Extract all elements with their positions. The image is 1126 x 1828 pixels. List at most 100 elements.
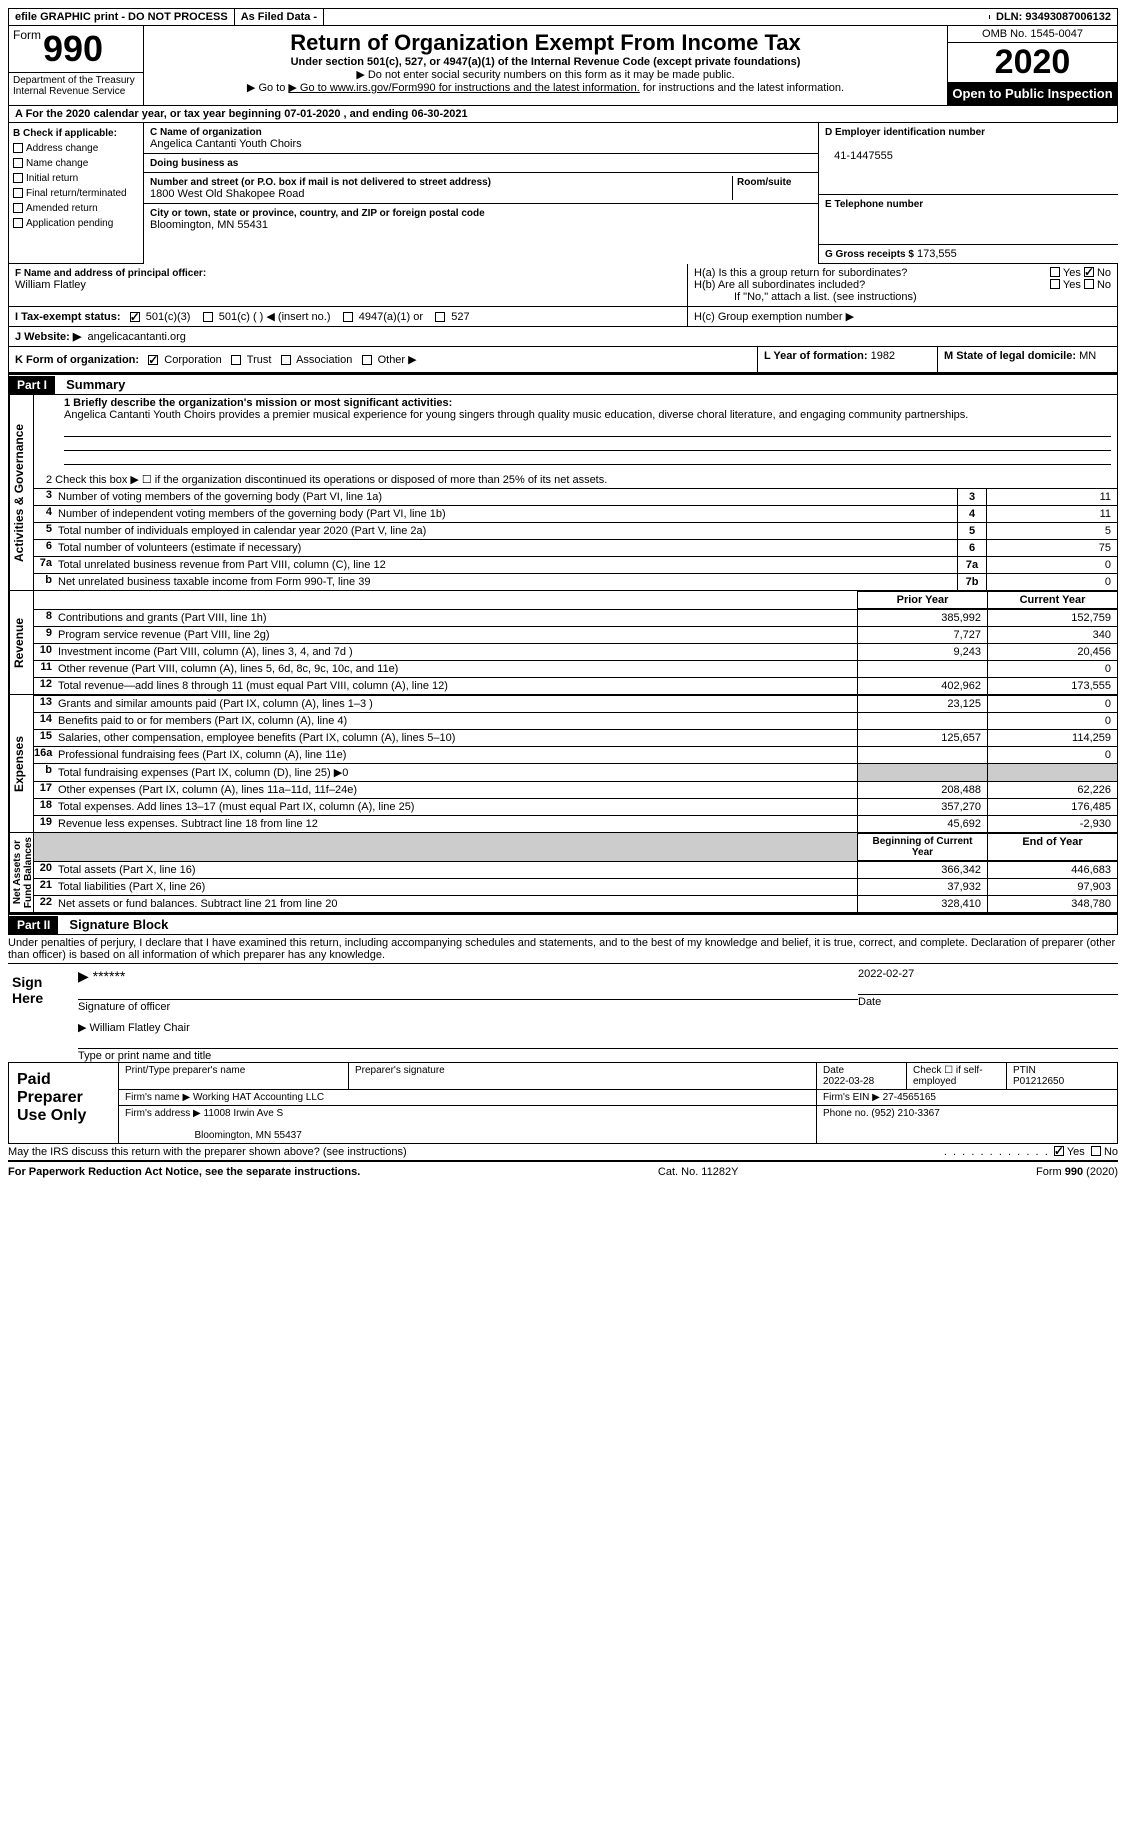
declaration: Under penalties of perjury, I declare th… [8,935,1118,963]
prep-row-2: Firm's name ▶ Working HAT Accounting LLC… [119,1090,1117,1106]
line-5: 5Total number of individuals employed in… [34,522,1117,539]
section-c-city: City or town, state or province, country… [144,204,818,234]
discuss-row: May the IRS discuss this return with the… [8,1144,1118,1162]
section-a-period: A For the 2020 calendar year, or tax yea… [8,106,1118,123]
sig-officer-label: Signature of officer [78,999,858,1013]
vlabel-gov: Activities & Governance [10,395,34,590]
form-title: Return of Organization Exempt From Incom… [150,30,941,56]
revenue-section: Revenue Prior Year Current Year 8Contrib… [8,591,1118,695]
sig-date: 2022-02-27 [858,964,1118,980]
section-f: F Name and address of principal officer:… [9,264,687,306]
line-19: 19Revenue less expenses. Subtract line 1… [34,815,1117,832]
open-to-public: Open to Public Inspection [948,82,1117,105]
col-current-year: Current Year [987,591,1117,609]
part-ii-header: Part II Signature Block [8,913,1118,935]
asfiled-label: As Filed Data - [235,9,324,25]
form-word: Form [13,28,41,42]
section-i: I Tax-exempt status: 501(c)(3) 501(c) ( … [9,307,687,326]
line-4: 4Number of independent voting members of… [34,505,1117,522]
dln: DLN: 93493087006132 [990,9,1117,25]
topbar: efile GRAPHIC print - DO NOT PROCESS As … [8,8,1118,26]
section-hc: H(c) Group exemption number ▶ [687,307,1117,326]
form-header: Form990 Department of the Treasury Inter… [8,26,1118,106]
col-begin-year: Beginning of Current Year [857,833,987,861]
col-end-year: End of Year [987,833,1117,861]
line-b: bTotal fundraising expenses (Part IX, co… [34,763,1117,781]
checkbox-discuss-no[interactable] [1091,1146,1101,1156]
checkbox-hb-no[interactable] [1084,279,1094,289]
section-c-name: C Name of organization Angelica Cantanti… [144,123,818,154]
line-16a: 16aProfessional fundraising fees (Part I… [34,746,1117,763]
line-13: 13Grants and similar amounts paid (Part … [34,695,1117,712]
sign-here: Sign Here ▶ ****** Signature of officer … [8,963,1118,1063]
line-6: 6Total number of volunteers (estimate if… [34,539,1117,556]
line-8: 8Contributions and grants (Part VIII, li… [34,609,1117,626]
line-12: 12Total revenue—add lines 8 through 11 (… [34,677,1117,694]
entity-grid: B Check if applicable: Address change Na… [8,123,1118,264]
section-h: H(a) Is this a group return for subordin… [687,264,1117,306]
form-footer: For Paperwork Reduction Act Notice, see … [8,1162,1118,1178]
checkbox-501c[interactable] [203,312,213,322]
line-2: 2 Check this box ▶ ☐ if the organization… [40,473,1111,486]
checkbox-other[interactable] [362,355,372,365]
checkbox-name-change[interactable] [13,158,23,168]
line-7b: bNet unrelated business taxable income f… [34,573,1117,590]
line-20: 20Total assets (Part X, line 16)366,3424… [34,861,1117,878]
omb-number: OMB No. 1545-0047 [948,26,1117,43]
section-j: J Website: ▶ angelicacantanti.org [9,327,1117,346]
vlabel-expenses: Expenses [10,695,34,832]
sig-name: William Flatley Chair [90,1022,190,1034]
section-e: E Telephone number [819,195,1118,245]
checkbox-corp[interactable] [148,355,158,365]
vlabel-netassets: Net Assets or Fund Balances [10,833,34,912]
checkbox-ha-no[interactable] [1084,267,1094,277]
form-number: 990 [41,24,105,73]
line-18: 18Total expenses. Add lines 13–17 (must … [34,798,1117,815]
section-b: B Check if applicable: Address change Na… [9,123,144,264]
checkbox-address-change[interactable] [13,143,23,153]
line-14: 14Benefits paid to or for members (Part … [34,712,1117,729]
checkbox-final-return[interactable] [13,188,23,198]
checkbox-527[interactable] [435,312,445,322]
checkbox-trust[interactable] [231,355,241,365]
checkbox-assoc[interactable] [281,355,291,365]
checkbox-amended[interactable] [13,203,23,213]
section-k: K Form of organization: Corporation Trus… [9,347,757,372]
checkbox-discuss-yes[interactable] [1054,1146,1064,1156]
section-m: M State of legal domicile: MN [937,347,1117,372]
checkbox-501c3[interactable] [130,312,140,322]
section-c-addr: Number and street (or P.O. box if mail i… [144,173,818,204]
section-d: D Employer identification number 41-1447… [819,123,1118,195]
section-c-dba: Doing business as [144,154,818,173]
checkbox-4947[interactable] [343,312,353,322]
line-7a: 7aTotal unrelated business revenue from … [34,556,1117,573]
line-10: 10Investment income (Part VIII, column (… [34,643,1117,660]
part-i-header: Part I Summary [8,373,1118,395]
line-22: 22Net assets or fund balances. Subtract … [34,895,1117,912]
line-15: 15Salaries, other compensation, employee… [34,729,1117,746]
section-g: G Gross receipts $ 173,555 [819,245,1118,263]
prep-row-3: Firm's address ▶ 11008 Irwin Ave S Bloom… [119,1106,1117,1143]
hint-url: ▶ Go to ▶ Go to www.irs.gov/Form990 for … [150,81,941,94]
line-11: 11Other revenue (Part VIII, column (A), … [34,660,1117,677]
checkbox-app-pending[interactable] [13,218,23,228]
checkbox-hb-yes[interactable] [1050,279,1060,289]
section-l: L Year of formation: 1982 [757,347,937,372]
tax-year: 2020 [948,43,1117,82]
form-subtitle: Under section 501(c), 527, or 4947(a)(1)… [150,56,941,68]
dept: Department of the Treasury Internal Reve… [9,72,143,99]
line-21: 21Total liabilities (Part X, line 26)37,… [34,878,1117,895]
hint-ssn: ▶ Do not enter social security numbers o… [150,68,941,81]
prep-row-1: Print/Type preparer's name Preparer's si… [119,1063,1117,1090]
activities-governance: Activities & Governance 1 Briefly descri… [8,395,1118,591]
paid-preparer-label: Paid Preparer Use Only [8,1063,118,1144]
vlabel-revenue: Revenue [10,591,34,694]
checkbox-ha-yes[interactable] [1050,267,1060,277]
line-9: 9Program service revenue (Part VIII, lin… [34,626,1117,643]
checkbox-initial-return[interactable] [13,173,23,183]
line-3: 3Number of voting members of the governi… [34,488,1117,505]
netassets-section: Net Assets or Fund Balances Beginning of… [8,833,1118,913]
line-17: 17Other expenses (Part IX, column (A), l… [34,781,1117,798]
col-prior-year: Prior Year [857,591,987,609]
efile-notice: efile GRAPHIC print - DO NOT PROCESS [9,9,235,25]
